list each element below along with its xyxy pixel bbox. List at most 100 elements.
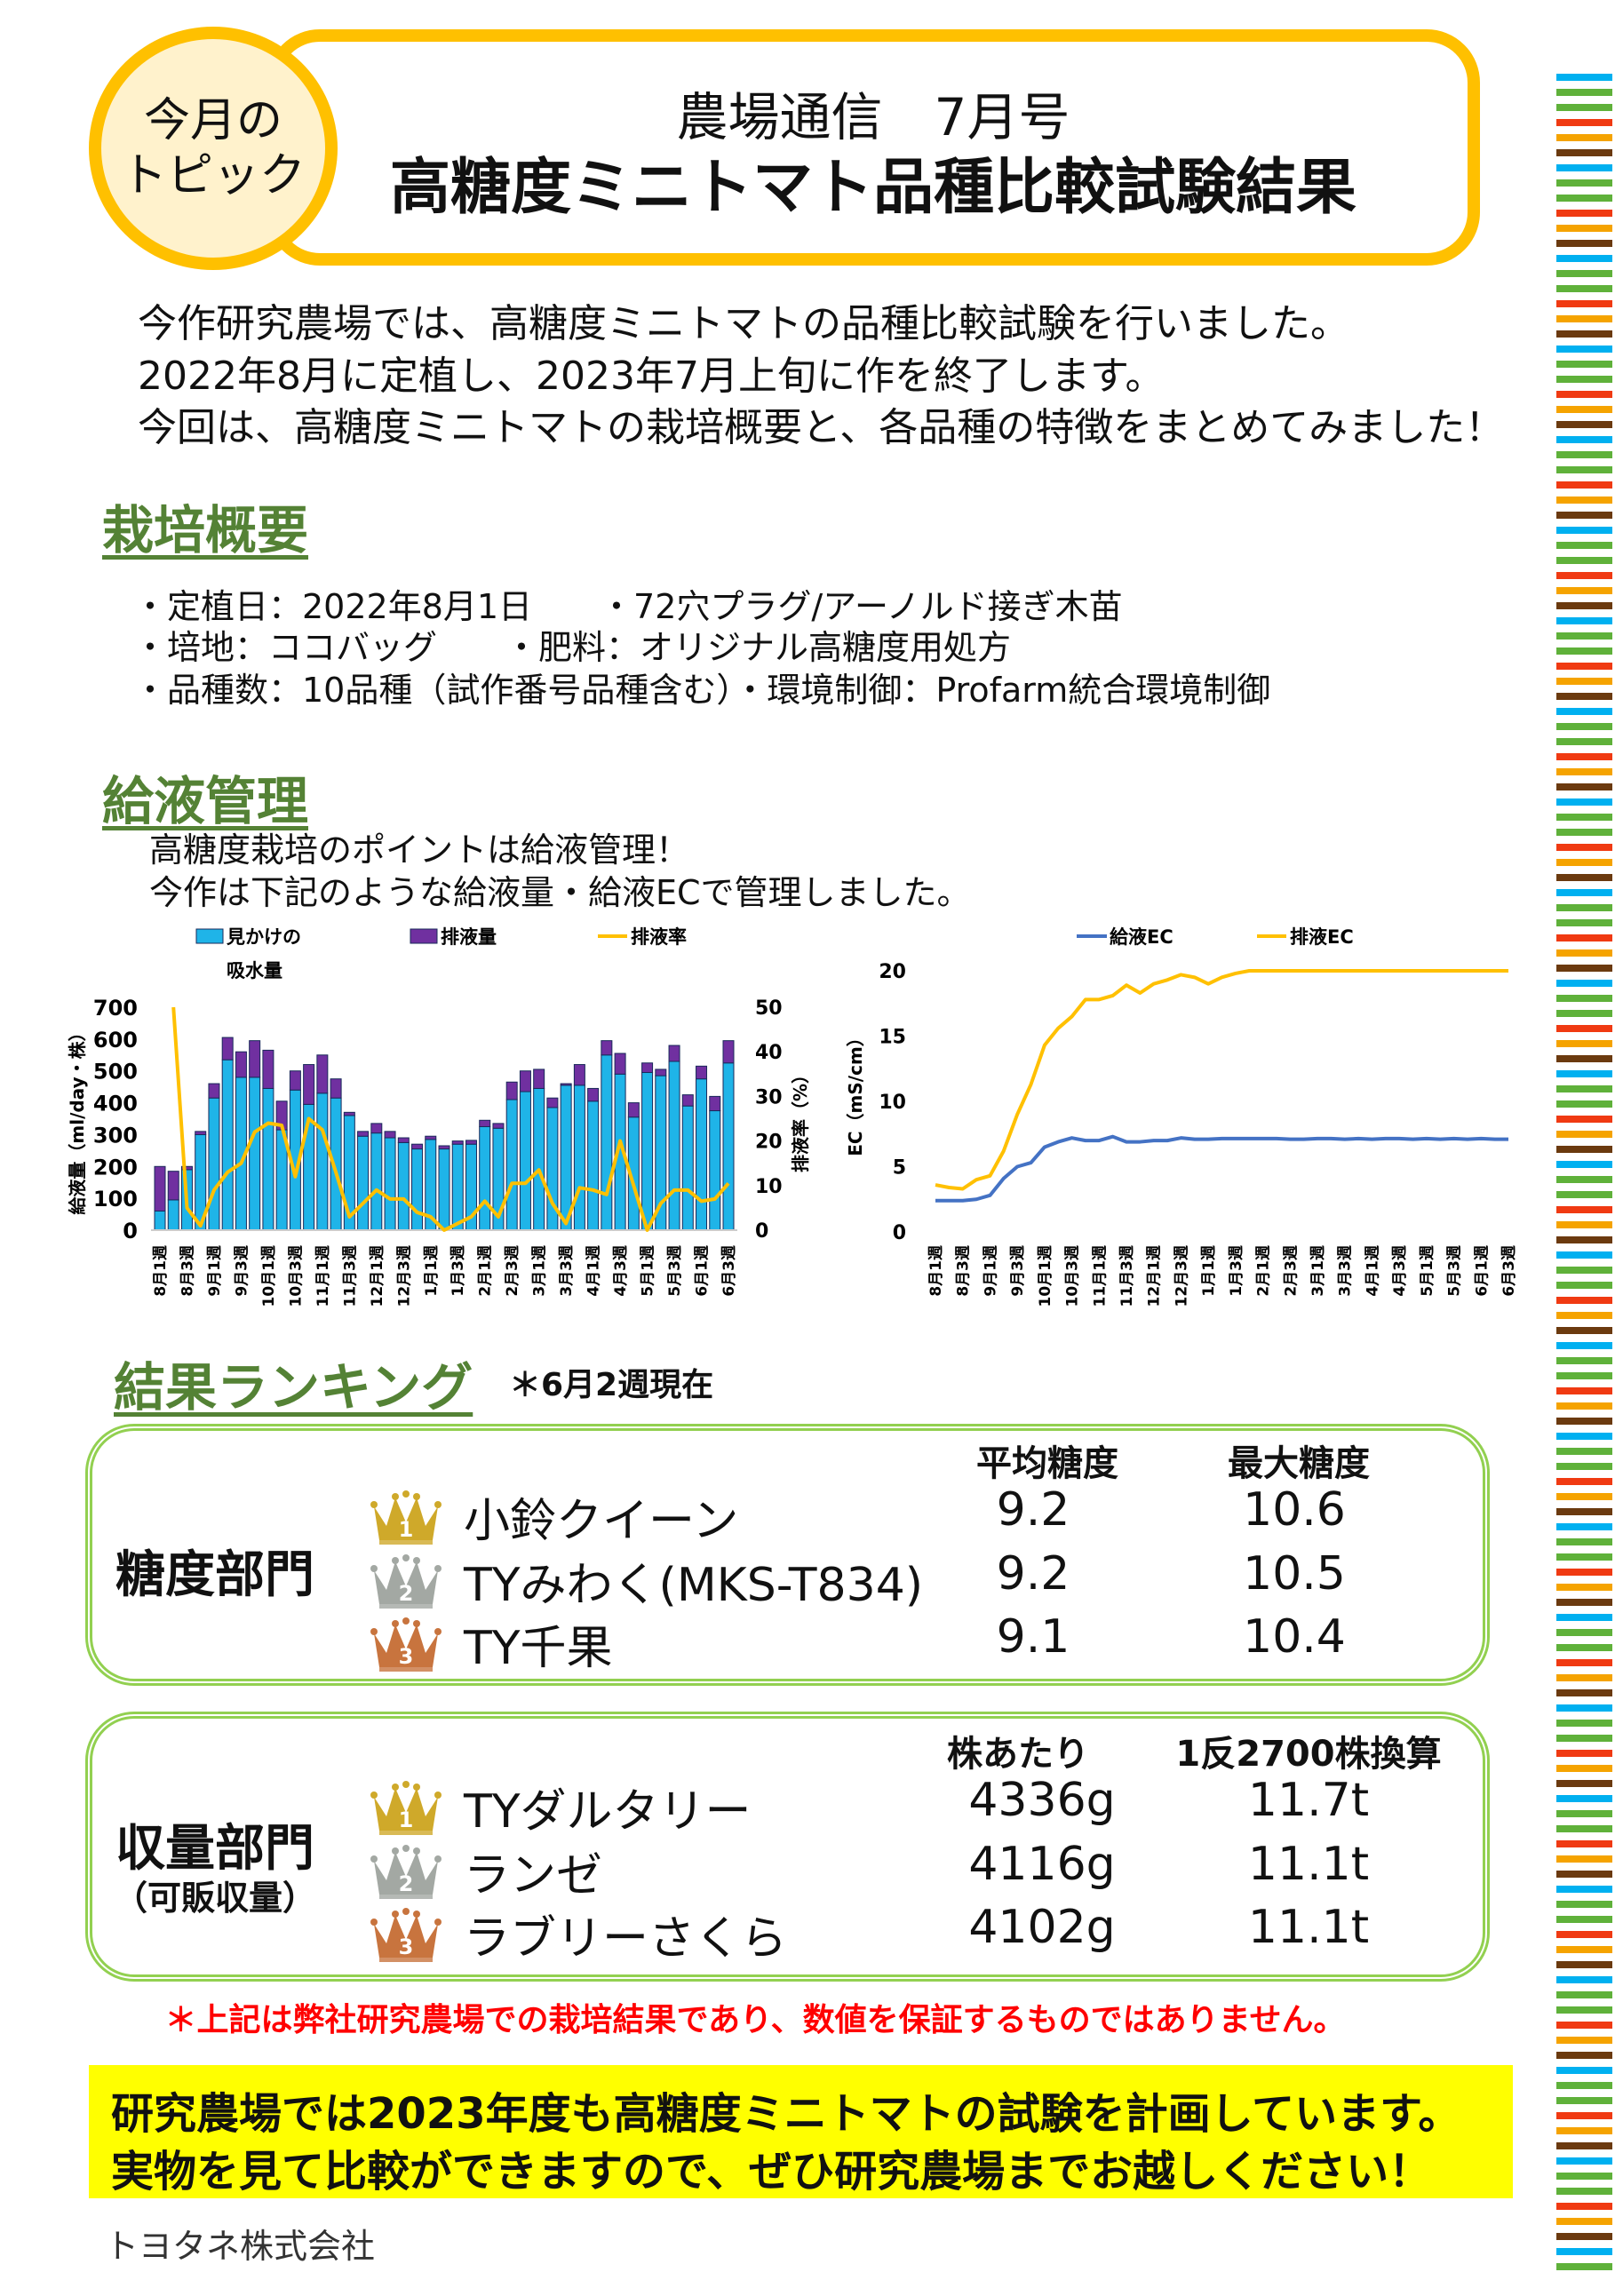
x-tick-label: 8月3週 xyxy=(179,1245,196,1297)
section-heading-irrigation: 給液管理 xyxy=(102,771,309,831)
cultivation-line: ・培地：ココバッグ ・肥料：オリジナル高糖度用処方 xyxy=(133,628,1012,667)
bar-drainage xyxy=(451,1140,464,1145)
stripe xyxy=(1556,1282,1612,1289)
stripe xyxy=(1556,451,1612,458)
svg-text:3: 3 xyxy=(399,1935,414,1959)
decorative-stripes xyxy=(1556,74,1612,2272)
sugar-value-1: 9.1 xyxy=(996,1610,1070,1664)
callout-line: 実物を見て比較ができますので、ぜひ研究農場までお越しください！ xyxy=(111,2147,1432,2197)
y2-tick-label: 20 xyxy=(755,1132,783,1154)
y-tick-label: 10 xyxy=(879,1092,906,1114)
bar-drainage xyxy=(696,1065,708,1080)
bar-water-uptake xyxy=(519,1091,531,1231)
bar-water-uptake xyxy=(262,1087,274,1231)
bar-water-uptake xyxy=(533,1087,545,1231)
stripe xyxy=(1556,527,1612,534)
x-tick-label: 2月3週 xyxy=(504,1245,521,1297)
bar-drainage xyxy=(560,1083,572,1086)
stripe xyxy=(1556,1584,1612,1591)
stripe xyxy=(1556,1795,1612,1802)
stripe xyxy=(1556,693,1612,700)
stripe xyxy=(1556,210,1612,217)
bar-drainage xyxy=(479,1119,491,1127)
yield-value-2: 11.1t xyxy=(1247,1901,1370,1954)
stripe xyxy=(1556,1508,1612,1515)
stripe xyxy=(1556,376,1612,383)
y-tick-label: 600 xyxy=(93,1028,138,1053)
stripe xyxy=(1556,814,1612,821)
irrigation-volume-chart: 0 100 200 300 400 500 600 700 0 10 20 30 40 50 8月1週 8月3… xyxy=(67,926,811,1307)
stripe xyxy=(1556,179,1612,187)
crown-rank-3-icon: 3 xyxy=(369,1617,443,1672)
stripe xyxy=(1556,104,1612,111)
x-tick-label: 1月1週 xyxy=(1200,1245,1218,1297)
col-header-max-sugar: 最大糖度 xyxy=(1228,1443,1370,1484)
line-drainage-rate xyxy=(171,1006,730,1232)
stripe xyxy=(1556,421,1612,428)
disclaimer: ＊上記は弊社研究農場での栽培結果であり、数値を保証するものではありません。 xyxy=(164,2002,1346,2038)
bar-drainage xyxy=(411,1143,424,1150)
cultivation-line: ・品種数：10品種（試作番号品種含む）・環境制御：Profarm統合環境制御 xyxy=(133,671,1271,710)
stripe xyxy=(1556,1961,1612,1968)
bar-water-uptake xyxy=(722,1062,735,1231)
x-tick-label: 4月3週 xyxy=(1391,1245,1409,1297)
sugar-rank-name: 小鈴クイーン xyxy=(464,1495,739,1548)
yield-rank-name: TYダルタリー xyxy=(464,1785,752,1839)
x-tick-label: 5月1週 xyxy=(640,1245,657,1297)
bar-water-uptake xyxy=(316,1092,329,1231)
sugar-rank-name: TYみわく(MKS-T834) xyxy=(464,1559,924,1612)
x-tick-label: 5月3週 xyxy=(1446,1245,1464,1297)
y-tick-label: 500 xyxy=(93,1060,138,1084)
stripe xyxy=(1556,1070,1612,1077)
stripe xyxy=(1556,2022,1612,2029)
bar-water-uptake xyxy=(249,1076,261,1231)
x-tick-label: 6月3週 xyxy=(720,1245,738,1297)
stripe xyxy=(1556,1750,1612,1757)
y-tick-label: 700 xyxy=(93,996,138,1021)
bar-drainage xyxy=(627,1102,640,1118)
legend-label: 排液EC xyxy=(1290,926,1354,948)
bar-water-uptake xyxy=(668,1061,680,1231)
stripe xyxy=(1556,512,1612,519)
stripe xyxy=(1556,2052,1612,2059)
stripe xyxy=(1556,844,1612,851)
stripe xyxy=(1556,572,1612,579)
svg-text:1: 1 xyxy=(399,1807,414,1832)
x-tick-label: 1月3週 xyxy=(1228,1245,1245,1297)
yield-dept-label: 収量部門 xyxy=(115,1820,314,1878)
topic-badge: 今月の トピック xyxy=(89,27,338,270)
stripe xyxy=(1556,934,1612,941)
y-tick-label: 400 xyxy=(93,1092,138,1116)
stripe xyxy=(1556,1251,1612,1259)
issue-title: 農場通信 7月号 xyxy=(676,87,1070,147)
stripe xyxy=(1556,1010,1612,1017)
yield-value-1: 4336g xyxy=(968,1774,1116,1827)
yield-dept-sublabel: （可販収量） xyxy=(114,1879,317,1918)
stripe xyxy=(1556,1704,1612,1712)
stripe xyxy=(1556,2006,1612,2014)
bar-drainage xyxy=(573,1064,585,1086)
bar-drainage xyxy=(289,1070,301,1091)
bar-drainage xyxy=(614,1053,626,1075)
stripe xyxy=(1556,1267,1612,1274)
stripe xyxy=(1556,391,1612,398)
x-tick-label: 5月3週 xyxy=(666,1245,684,1297)
legend-label: 吸水量 xyxy=(227,960,282,981)
stripe xyxy=(1556,346,1612,353)
stripe xyxy=(1556,270,1612,277)
legend-swatch-uptake xyxy=(195,928,224,944)
stripe xyxy=(1556,738,1612,745)
stripe xyxy=(1556,874,1612,881)
stripe xyxy=(1556,1448,1612,1455)
y-tick-label: 0 xyxy=(893,1222,906,1244)
stripe xyxy=(1556,1131,1612,1138)
stripe xyxy=(1556,1674,1612,1681)
col-header-avg-sugar: 平均糖度 xyxy=(976,1443,1118,1484)
stripe xyxy=(1556,1946,1612,1953)
bar-drainage xyxy=(262,1049,274,1089)
stripe xyxy=(1556,134,1612,141)
crown-rank-1-icon: 1 xyxy=(369,1781,443,1836)
x-tick-label: 8月1週 xyxy=(927,1245,945,1297)
bar-drainage xyxy=(546,1097,559,1108)
y2-tick-label: 10 xyxy=(755,1176,783,1198)
